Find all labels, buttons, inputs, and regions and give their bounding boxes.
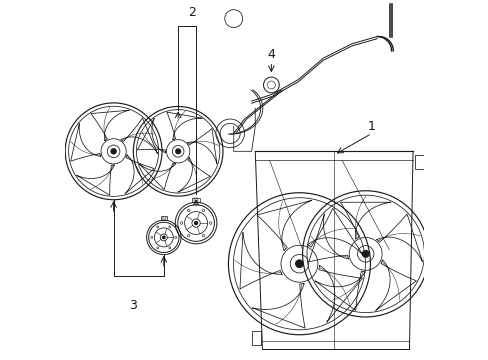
Circle shape [111,149,116,154]
Circle shape [163,236,164,239]
Circle shape [295,260,303,267]
Bar [194,198,198,201]
Bar [161,216,166,220]
Text: 4: 4 [267,48,275,61]
Bar [192,198,199,202]
Text: 2: 2 [188,6,196,19]
Text: 3: 3 [129,299,137,312]
Bar [162,217,165,219]
Circle shape [194,221,197,225]
Circle shape [176,149,180,154]
Bar [251,330,260,345]
Text: 1: 1 [367,120,375,133]
Bar [414,155,423,169]
Circle shape [362,251,368,257]
